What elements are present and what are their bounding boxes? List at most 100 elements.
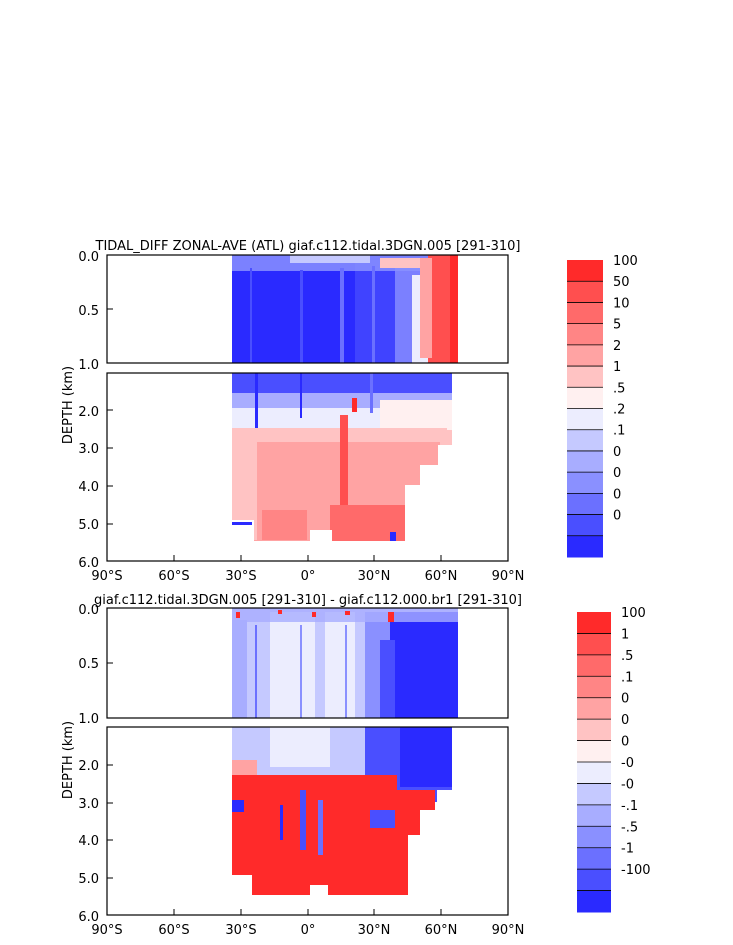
colorbar-label: 1 [613, 360, 621, 375]
colorbar-swatch [567, 408, 603, 431]
field-region [250, 268, 252, 363]
field-region [300, 790, 306, 850]
panel-1-x-axis: 90°S 60°S 30°S 0° 30°N 60°N 90°N [91, 555, 524, 584]
colorbar-label: -100 [621, 863, 651, 878]
x-tick-label: 90°N [492, 569, 525, 584]
colorbar-label: -1 [621, 842, 634, 857]
x-tick-label: 0° [301, 569, 316, 584]
field-region [270, 727, 330, 767]
panel-1: TIDAL_DIFF ZONAL-AVE (ATL) giaf.c112.tid… [61, 239, 638, 584]
colorbar-label: 0 [621, 735, 629, 750]
colorbar-swatch [577, 804, 611, 827]
y-tick-label: 4.0 [78, 480, 99, 495]
colorbar-label: .2 [613, 403, 625, 418]
y-tick-label: 3.0 [78, 797, 99, 812]
field-region [290, 255, 370, 263]
colorbar-swatch [577, 890, 611, 913]
colorbar-swatch [577, 633, 611, 656]
panel-1-lower-field [232, 373, 455, 545]
colorbar-swatch [567, 429, 603, 452]
field-region [405, 485, 455, 545]
panel-1-ylabel: DEPTH (km) [61, 366, 76, 444]
field-region [370, 373, 373, 413]
colorbar-swatch [567, 344, 603, 367]
field-region [420, 258, 432, 358]
colorbar-swatch [567, 387, 603, 409]
y-tick-label: 6.0 [78, 910, 99, 925]
panel-1-colorbar: 100 50 10 5 2 1 .5 .2 .1 0 0 0 0 [567, 254, 638, 558]
y-tick-label: 3.0 [78, 442, 99, 457]
panel-2-x-axis: 90°S 60°S 30°S 0° 30°N 60°N 90°N [91, 909, 524, 938]
y-tick-label: 5.0 [78, 518, 99, 533]
panel-1-title: TIDAL_DIFF ZONAL-AVE (ATL) giaf.c112.tid… [95, 239, 521, 254]
field-region [390, 612, 458, 718]
colorbar-label: 0 [613, 466, 621, 481]
panel-2-ylabel: DEPTH (km) [61, 721, 76, 799]
panel-1-y-axis: 0.0 0.5 1.0 2.0 3.0 4.0 5.0 6.0 [78, 250, 113, 571]
y-tick-label: 1.0 [78, 712, 99, 727]
panel-2-lower-field [232, 727, 458, 897]
y-tick-label: 2.0 [78, 759, 99, 774]
panel-1-upper-field [232, 255, 458, 363]
field-region [300, 373, 302, 418]
field-region [425, 812, 458, 837]
colorbar-swatch [577, 612, 611, 634]
colorbar-label: .1 [613, 424, 625, 439]
field-region [262, 510, 307, 540]
panel-2-colorbar: 100 1 .5 .1 0 0 0 -0 -0 -.1 -.5 -1 -100 [577, 606, 651, 913]
colorbar-swatch [577, 654, 611, 677]
field-region [255, 625, 257, 718]
panel-2: giaf.c112.tidal.3DGN.005 [291-310] - gia… [61, 593, 651, 938]
y-tick-label: 4.0 [78, 834, 99, 849]
colorbar-swatch [577, 697, 611, 720]
x-tick-label: 30°S [225, 569, 256, 584]
colorbar-label: 50 [613, 275, 630, 290]
field-region [340, 415, 348, 525]
colorbar-label: 0 [613, 487, 621, 502]
colorbar-swatch [577, 869, 611, 892]
colorbar-swatch [567, 302, 603, 325]
colorbar-label: -0 [621, 777, 634, 792]
colorbar-swatch [567, 472, 603, 494]
y-tick-label: 1.0 [78, 358, 99, 373]
colorbar-swatch [567, 450, 603, 473]
y-tick-label: 2.0 [78, 405, 99, 420]
x-tick-label: 30°N [358, 923, 391, 938]
colorbar-swatch [577, 847, 611, 870]
x-tick-label: 90°N [492, 923, 525, 938]
field-region [300, 625, 302, 718]
panel-2-y-axis: 0.0 0.5 1.0 2.0 3.0 4.0 5.0 6.0 [78, 603, 113, 925]
x-tick-label: 30°S [225, 923, 256, 938]
colorbar-label: 100 [621, 606, 646, 621]
field-region [232, 520, 254, 541]
field-region [340, 268, 344, 363]
field-region [232, 373, 452, 395]
colorbar-label: .5 [621, 649, 633, 664]
colorbar-label: 0 [613, 445, 621, 460]
field-region [370, 810, 395, 828]
y-tick-label: 0.0 [78, 250, 99, 265]
field-region [310, 530, 332, 542]
colorbar-swatch [577, 826, 611, 849]
field-region [310, 885, 328, 897]
field-region [318, 800, 323, 855]
colorbar-label: .5 [613, 381, 625, 396]
colorbar-label: 0 [613, 509, 621, 524]
colorbar-label: .1 [621, 670, 633, 685]
field-region [232, 875, 252, 895]
colorbar-label: 5 [613, 318, 621, 333]
colorbar-label: 10 [613, 296, 630, 311]
field-region [437, 790, 457, 815]
colorbar-label: -0 [621, 756, 634, 771]
field-region [438, 445, 455, 470]
x-tick-label: 0° [301, 923, 316, 938]
field-region [300, 270, 303, 363]
x-tick-label: 90°S [91, 923, 122, 938]
colorbar-label: 0 [621, 713, 629, 728]
colorbar-swatch [567, 514, 603, 537]
field-region [450, 255, 458, 363]
colorbar-swatch [567, 281, 603, 303]
colorbar-label: 100 [613, 254, 638, 269]
colorbar-label: 2 [613, 339, 621, 354]
field-region [352, 398, 357, 412]
